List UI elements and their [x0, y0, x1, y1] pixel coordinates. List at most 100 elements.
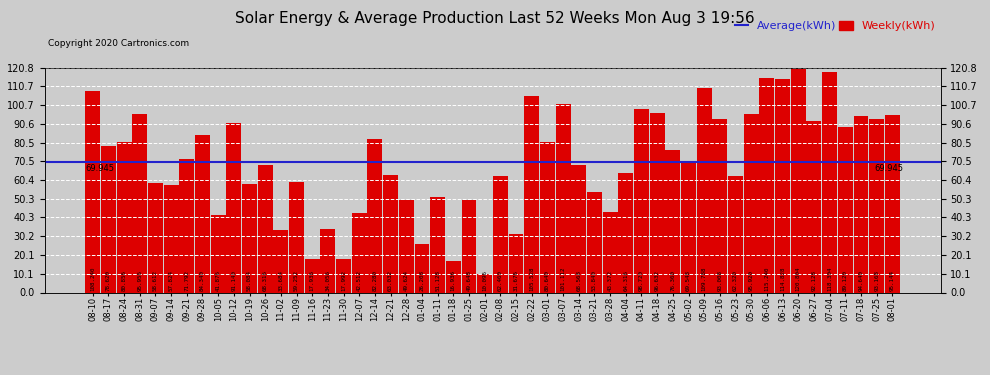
Bar: [681, 163, 696, 292]
Text: 62.320: 62.320: [733, 270, 738, 291]
Text: Copyright 2020 Cartronics.com: Copyright 2020 Cartronics.com: [48, 39, 189, 48]
Bar: [838, 126, 852, 292]
Text: 68.568: 68.568: [576, 270, 581, 291]
Text: 120.804: 120.804: [796, 266, 801, 291]
Bar: [571, 165, 586, 292]
Text: 89.120: 89.120: [842, 270, 847, 291]
Bar: [775, 79, 790, 292]
Bar: [728, 176, 742, 292]
Bar: [117, 142, 132, 292]
Bar: [759, 78, 774, 292]
Text: 34.056: 34.056: [326, 270, 331, 291]
Text: 58.084: 58.084: [248, 270, 252, 291]
Text: 68.316: 68.316: [262, 270, 267, 291]
Bar: [273, 230, 288, 292]
Text: 42.512: 42.512: [356, 270, 361, 291]
Text: 33.684: 33.684: [278, 270, 283, 291]
Bar: [477, 274, 492, 292]
Text: 26.208: 26.208: [420, 270, 425, 291]
Bar: [195, 135, 210, 292]
Text: 108.240: 108.240: [90, 266, 95, 291]
Text: 78.620: 78.620: [106, 270, 111, 291]
Text: 95.920: 95.920: [748, 270, 753, 291]
Bar: [587, 192, 602, 292]
Text: 105.528: 105.528: [530, 266, 535, 291]
Text: 43.372: 43.372: [608, 270, 613, 291]
Text: 96.632: 96.632: [654, 270, 659, 291]
Bar: [243, 184, 257, 292]
Bar: [446, 261, 460, 292]
Text: 16.936: 16.936: [450, 270, 455, 291]
Bar: [133, 114, 148, 292]
Bar: [540, 142, 554, 292]
Text: 59.252: 59.252: [294, 270, 299, 291]
Text: 94.640: 94.640: [858, 270, 863, 291]
Bar: [351, 213, 366, 292]
Text: 115.240: 115.240: [764, 266, 769, 291]
Bar: [179, 159, 194, 292]
Text: 101.112: 101.112: [560, 266, 565, 291]
Text: 41.876: 41.876: [216, 270, 221, 291]
Bar: [383, 175, 398, 292]
Text: 63.032: 63.032: [388, 270, 393, 291]
Text: 114.828: 114.828: [780, 266, 785, 291]
Bar: [289, 182, 304, 292]
Bar: [399, 200, 414, 292]
Bar: [305, 259, 320, 292]
Bar: [493, 176, 508, 292]
Bar: [807, 121, 822, 292]
Text: 10.096: 10.096: [482, 270, 487, 291]
Bar: [85, 91, 100, 292]
Bar: [257, 165, 272, 292]
Bar: [211, 214, 226, 292]
Text: 69.945: 69.945: [85, 164, 114, 173]
Text: Solar Energy & Average Production Last 52 Weeks Mon Aug 3 19:56: Solar Energy & Average Production Last 5…: [236, 11, 754, 26]
Text: 57.824: 57.824: [168, 270, 173, 291]
Bar: [431, 197, 446, 292]
Text: 64.316: 64.316: [624, 270, 629, 291]
Text: 95.956: 95.956: [138, 270, 143, 291]
Bar: [321, 229, 336, 292]
Bar: [665, 150, 680, 292]
Text: 118.304: 118.304: [827, 266, 833, 291]
Text: 84.340: 84.340: [200, 270, 205, 291]
Bar: [619, 173, 634, 292]
Bar: [227, 123, 242, 292]
Bar: [461, 200, 476, 292]
Bar: [603, 212, 618, 292]
Text: 82.280: 82.280: [372, 270, 377, 291]
Bar: [649, 112, 664, 292]
Text: 62.460: 62.460: [498, 270, 503, 291]
Bar: [148, 183, 163, 292]
Bar: [367, 139, 382, 292]
Text: 69.945: 69.945: [874, 164, 903, 173]
Text: 80.856: 80.856: [122, 270, 127, 291]
Bar: [101, 146, 116, 292]
Text: 17.936: 17.936: [310, 270, 315, 291]
Text: 69.548: 69.548: [686, 270, 691, 291]
Text: 92.128: 92.128: [812, 270, 817, 291]
Text: 76.360: 76.360: [670, 270, 675, 291]
Bar: [791, 68, 806, 292]
Text: 98.720: 98.720: [639, 270, 644, 291]
Legend: Average(kWh), Weekly(kWh): Average(kWh), Weekly(kWh): [730, 17, 940, 36]
Text: 80.640: 80.640: [544, 270, 549, 291]
Text: 109.788: 109.788: [702, 266, 707, 291]
Bar: [337, 259, 351, 292]
Text: 51.128: 51.128: [436, 270, 441, 291]
Text: 93.168: 93.168: [874, 270, 879, 291]
Text: 31.676: 31.676: [514, 270, 519, 291]
Bar: [885, 115, 900, 292]
Bar: [713, 119, 728, 292]
Text: 91.140: 91.140: [232, 270, 237, 291]
Bar: [743, 114, 758, 292]
Bar: [415, 244, 430, 292]
Text: 71.792: 71.792: [184, 270, 189, 291]
Text: 49.624: 49.624: [404, 270, 409, 291]
Bar: [555, 104, 570, 292]
Bar: [163, 185, 178, 292]
Text: 95.144: 95.144: [890, 270, 895, 291]
Text: 49.648: 49.648: [466, 270, 471, 291]
Bar: [697, 88, 712, 292]
Bar: [869, 119, 884, 292]
